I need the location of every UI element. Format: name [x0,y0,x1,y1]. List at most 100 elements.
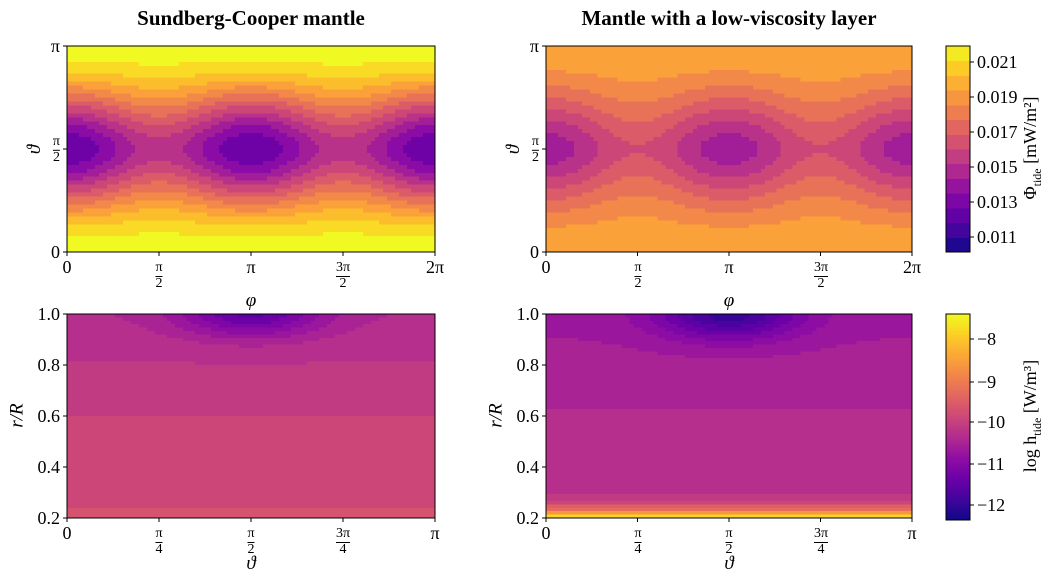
heatmap-cell [553,216,559,221]
heatmap-cell [407,168,412,174]
heatmap-cell [179,204,184,210]
heatmap-cell [431,232,436,237]
heatmap-cell [79,152,84,158]
heatmap-cell [179,117,184,122]
heatmap-cell [339,65,344,71]
heatmap-cell [379,117,384,122]
heatmap-cell [283,141,288,146]
heatmap-cell [147,93,152,99]
heatmap-cell [175,196,180,202]
heatmap-cell [151,204,156,210]
heatmap-cell [139,141,144,146]
heatmap-cell [151,125,156,130]
heatmap-cell [155,105,160,110]
heatmap-cell [203,53,208,59]
heatmap-cell [287,212,292,217]
heatmap-cell [243,149,248,154]
heatmap-cell [327,204,332,210]
heatmap-cell [91,77,96,83]
heatmap-cell [183,220,188,225]
heatmap-cell [95,53,100,59]
heatmap-cell [311,184,316,190]
heatmap-cell [546,180,551,186]
heatmap-cell [283,228,288,233]
heatmap-cell [111,133,116,138]
heatmap-cell [335,89,340,95]
heatmap-cell [375,49,380,55]
heatmap-cell [211,49,216,55]
heatmap-cell [319,61,324,67]
heatmap-cell [139,180,144,186]
heatmap-cell [123,212,128,217]
heatmap-cell [291,113,296,118]
heatmap-cell [331,204,336,210]
heatmap-cell [387,156,392,162]
heatmap-cell [399,57,404,63]
heatmap-cell [335,93,340,99]
heatmap-cell [135,141,140,146]
heatmap-cell [115,168,120,174]
heatmap-cell [151,244,156,249]
heatmap-cell [99,117,104,122]
heatmap-cell [343,85,348,91]
heatmap-cell [383,85,388,91]
heatmap-cell [279,65,284,71]
heatmap-cell [431,172,436,178]
heatmap-cell [549,121,555,126]
heatmap-cell [315,220,320,225]
heatmap-cell [163,248,168,253]
heatmap-cell [171,176,176,182]
heatmap-cell [275,57,280,63]
heatmap-cell [103,156,108,162]
heatmap-cell [251,200,256,206]
heatmap-cell [247,105,252,110]
heatmap-cell [255,244,260,249]
heatmap-cell [67,176,72,182]
heatmap-cell [175,156,180,162]
heatmap-cell [119,97,124,103]
heatmap-cell [399,208,404,213]
heatmap-cell [159,160,164,166]
heatmap-cell [75,184,80,190]
heatmap-cell [219,109,224,114]
heatmap-cell [283,117,288,122]
heatmap-cell [387,220,392,225]
heatmap-cell [139,77,144,83]
heatmap-cell [391,192,396,198]
heatmap-cell [71,46,76,51]
heatmap-cell [271,208,276,213]
heatmap-cell [207,152,212,158]
heatmap-cell [79,200,84,206]
heatmap-cell [175,133,180,138]
heatmap-cell [103,49,108,55]
heatmap-cell [259,117,264,122]
heatmap-cell [267,244,272,249]
heatmap-cell [383,196,388,202]
heatmap-cell [203,85,208,91]
heatmap-cell [79,121,84,126]
heatmap-cell [159,61,164,67]
heatmap-cell [323,81,328,87]
heatmap-cell [103,77,108,83]
heatmap-cell [287,220,292,225]
heatmap-cell [163,137,168,142]
heatmap-cell [119,168,124,174]
heatmap-cell [127,180,132,186]
heatmap-cell [283,236,288,241]
heatmap-cell [549,137,555,142]
heatmap-cell [371,46,376,51]
heatmap-cell [423,89,428,95]
heatmap-cell [139,188,144,194]
heatmap-cell [119,212,124,217]
heatmap-cell [159,216,164,221]
heatmap-cell [107,121,112,126]
heatmap-cell [287,133,292,138]
heatmap-cell [315,164,320,170]
heatmap-cell [295,93,300,99]
heatmap-cell [359,220,364,225]
heatmap-cell [203,89,208,95]
heatmap-cell [239,168,244,174]
heatmap-cell [311,57,316,63]
heatmap-cell [331,101,336,107]
heatmap-cell [546,129,551,134]
